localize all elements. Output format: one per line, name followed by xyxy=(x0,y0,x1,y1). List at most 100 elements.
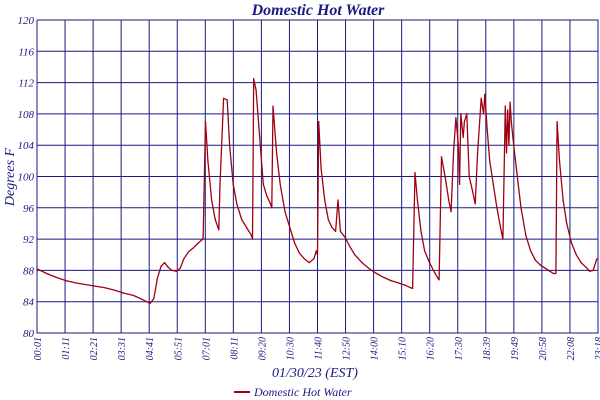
x-tick-labels: 00:01 01:11 02:21 03:31 04:41 05:51 07:01 08:11… xyxy=(33,337,600,360)
data-point xyxy=(294,242,296,244)
data-point xyxy=(474,203,476,205)
data-point xyxy=(428,262,431,264)
x-tick-label: 04:41 xyxy=(145,337,156,360)
data-point xyxy=(520,207,522,209)
data-point xyxy=(308,262,310,264)
y-tick-labels: 80 84 88 92 96 100 104 108 112 116 120 xyxy=(18,15,35,340)
y-axis-label: Degrees F xyxy=(3,147,18,207)
data-point xyxy=(36,268,38,270)
data-point xyxy=(153,298,155,300)
data-point xyxy=(472,191,474,193)
data-point xyxy=(313,258,315,260)
data-point xyxy=(383,276,385,278)
data-point xyxy=(192,247,195,249)
data-point xyxy=(504,105,506,107)
data-point xyxy=(211,199,213,201)
data-point xyxy=(46,272,48,275)
data-point xyxy=(555,272,557,275)
legend-label: Domestic Hot Water xyxy=(253,385,352,399)
x-axis-label: 01/30/23 (EST) xyxy=(272,366,358,381)
data-point xyxy=(337,199,339,201)
data-point xyxy=(74,282,77,284)
data-point xyxy=(507,109,509,111)
x-tick-label: 07:01 xyxy=(201,337,212,360)
data-point xyxy=(226,99,228,101)
data-point xyxy=(232,183,234,185)
x-tick-label: 19:49 xyxy=(510,337,521,360)
data-point xyxy=(433,271,435,273)
data-point xyxy=(416,199,418,201)
data-point xyxy=(420,230,422,232)
data-point xyxy=(566,222,568,224)
data-point xyxy=(397,282,399,284)
data-point xyxy=(508,144,510,146)
data-point xyxy=(245,226,248,228)
x-tick-label: 18:39 xyxy=(482,337,493,360)
data-point xyxy=(459,183,461,185)
x-tick-label: 23:18 xyxy=(594,337,600,360)
data-point xyxy=(444,175,446,178)
data-point xyxy=(539,264,541,266)
data-point xyxy=(266,195,268,197)
x-tick-label: 15:10 xyxy=(398,337,409,360)
data-point xyxy=(269,203,272,205)
data-point xyxy=(272,105,274,107)
data-point xyxy=(149,302,151,304)
data-point xyxy=(462,136,464,138)
data-point xyxy=(55,276,57,278)
x-tick-label: 09:20 xyxy=(257,337,268,360)
data-point xyxy=(218,229,220,231)
data-point xyxy=(339,230,341,232)
data-point xyxy=(167,266,169,268)
data-point xyxy=(460,113,462,115)
data-point xyxy=(455,117,457,119)
y-tick-label: 112 xyxy=(18,78,34,90)
x-tick-label: 14:00 xyxy=(370,337,381,360)
x-tick-label: 22:08 xyxy=(566,337,577,360)
data-point xyxy=(84,283,86,286)
data-point xyxy=(525,234,527,236)
data-point xyxy=(65,280,67,282)
data-point xyxy=(207,160,209,162)
y-tick-label: 108 xyxy=(18,109,35,121)
data-point xyxy=(412,287,414,289)
data-point xyxy=(316,254,319,256)
chart-title: Domestic Hot Water xyxy=(251,2,386,19)
data-point xyxy=(255,89,257,91)
data-point xyxy=(516,175,518,178)
data-point xyxy=(575,254,577,256)
data-point xyxy=(327,218,329,221)
series-line xyxy=(36,78,598,304)
data-point xyxy=(262,183,264,185)
data-point xyxy=(179,267,181,269)
x-tick-label: 02:21 xyxy=(89,337,100,360)
data-point xyxy=(562,199,564,201)
data-point xyxy=(558,160,561,162)
x-tick-label: 08:11 xyxy=(229,337,240,360)
y-tick-label: 104 xyxy=(18,140,35,152)
plot-frame xyxy=(36,19,599,334)
data-point xyxy=(259,136,261,138)
data-point xyxy=(509,101,511,103)
data-point xyxy=(276,152,278,154)
data-point xyxy=(197,242,199,244)
data-point xyxy=(463,121,465,123)
data-point xyxy=(450,211,452,213)
data-point xyxy=(183,258,185,260)
x-tick-label: 11:40 xyxy=(314,337,325,360)
data-point xyxy=(344,236,346,239)
data-point xyxy=(236,203,238,205)
data-point xyxy=(204,121,207,123)
x-tick-label: 12:50 xyxy=(342,337,353,360)
data-point xyxy=(214,218,216,221)
data-point xyxy=(202,238,204,240)
data-point xyxy=(251,238,254,240)
data-point xyxy=(318,121,320,123)
y-tick-label: 80 xyxy=(23,328,35,340)
data-point xyxy=(544,267,546,269)
data-point xyxy=(171,269,173,271)
data-point xyxy=(160,265,162,268)
series-layer xyxy=(36,78,598,304)
data-point xyxy=(489,160,491,162)
